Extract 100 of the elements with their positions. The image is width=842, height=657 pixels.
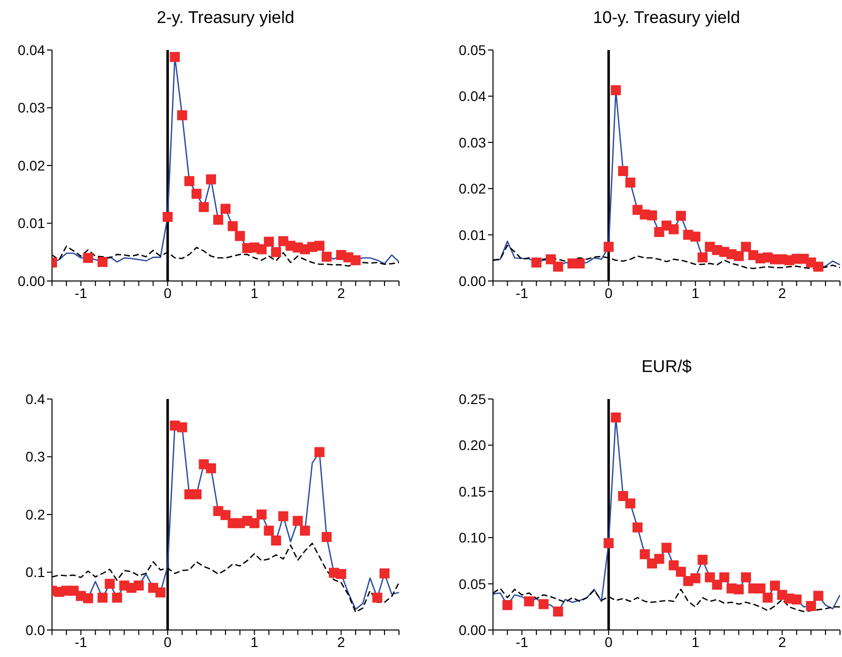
point — [604, 242, 614, 252]
point — [184, 176, 194, 186]
point — [740, 572, 751, 582]
x-tick-label: 1 — [250, 284, 258, 301]
point — [546, 254, 556, 264]
point — [322, 532, 332, 542]
x-tick-label: -1 — [516, 634, 528, 650]
point — [762, 592, 773, 603]
chart-title: EUR/$ — [640, 357, 693, 377]
point — [770, 580, 780, 591]
x-tick-label: 0 — [164, 634, 172, 650]
point — [618, 491, 628, 502]
point — [734, 251, 744, 262]
point — [314, 240, 324, 251]
point — [256, 510, 267, 520]
x-tick-label: 2 — [337, 634, 346, 650]
x-tick-label: 1 — [250, 634, 258, 650]
point — [524, 596, 534, 606]
y-tick-label: 0.03 — [18, 100, 46, 116]
y-tick-label: 0.02 — [18, 157, 46, 174]
point — [350, 255, 361, 266]
point — [292, 516, 303, 526]
chart-title: 2-y. Treasury yield — [156, 8, 296, 28]
point — [712, 580, 722, 590]
point — [322, 252, 332, 262]
point — [192, 489, 202, 500]
x-tick-label: 1 — [691, 284, 700, 301]
y-tick-label: 0.2 — [26, 506, 46, 522]
point — [610, 85, 621, 96]
point — [531, 258, 542, 268]
y-tick-label: 0.0 — [26, 622, 46, 638]
x-tick-label: 0 — [164, 284, 172, 301]
y-tick-label: 0.02 — [458, 180, 486, 197]
point — [104, 578, 115, 589]
point — [734, 584, 744, 594]
x-tick-label: 0 — [604, 284, 613, 301]
y-tick-label: 0.10 — [458, 530, 486, 546]
point — [177, 422, 188, 432]
point — [610, 412, 621, 422]
point — [98, 592, 108, 603]
point — [813, 590, 824, 601]
point — [625, 178, 636, 188]
y-tick-label: 0.04 — [458, 88, 486, 104]
point — [278, 511, 288, 522]
x-tick-label: 2 — [778, 284, 786, 301]
point — [698, 252, 708, 262]
x-tick-label: -1 — [74, 634, 88, 650]
point — [654, 227, 664, 238]
y-tick-label: 0.15 — [458, 483, 486, 500]
point — [98, 256, 108, 267]
point — [690, 573, 700, 584]
point — [647, 210, 658, 220]
point — [618, 166, 628, 176]
point — [755, 583, 766, 594]
point — [372, 592, 382, 603]
point — [300, 526, 310, 536]
chart-title: 10-y. Treasury yield — [592, 8, 742, 28]
point — [813, 262, 824, 272]
point — [690, 232, 700, 242]
point — [170, 52, 180, 62]
point — [314, 447, 324, 458]
point — [271, 247, 282, 258]
y-tick-label: 0.05 — [458, 576, 486, 592]
point — [336, 568, 346, 579]
point — [662, 542, 672, 553]
y-tick-label: 0.01 — [458, 226, 486, 243]
point — [740, 242, 751, 252]
y-tick-label: 0.04 — [18, 42, 46, 58]
point — [538, 599, 549, 610]
point — [502, 600, 512, 610]
point — [719, 572, 730, 582]
point — [625, 498, 636, 508]
y-tick-label: 0.4 — [26, 390, 46, 407]
x-tick-label: 2 — [337, 284, 346, 301]
point — [206, 174, 216, 184]
point — [220, 204, 230, 214]
point — [213, 214, 224, 225]
x-tick-label: 2 — [778, 634, 786, 650]
point — [806, 600, 816, 611]
x-tick-label: -1 — [516, 284, 528, 301]
point — [668, 224, 679, 234]
point — [206, 463, 216, 474]
y-tick-label: 0.00 — [458, 272, 486, 289]
point — [83, 593, 94, 604]
y-tick-label: 0.05 — [458, 42, 486, 58]
point — [553, 606, 564, 617]
y-tick-label: 0.01 — [18, 215, 46, 232]
point — [177, 110, 188, 120]
point — [155, 587, 166, 598]
x-tick-label: 0 — [604, 634, 613, 650]
y-tick-label: 0.00 — [458, 622, 486, 638]
y-tick-label: 0.1 — [26, 564, 46, 580]
point — [792, 594, 802, 605]
point — [134, 580, 144, 591]
point — [553, 262, 564, 272]
y-tick-label: 0.3 — [26, 448, 46, 465]
point — [220, 510, 230, 520]
point — [632, 522, 643, 532]
point — [668, 560, 679, 570]
y-tick-label: 0.00 — [18, 272, 46, 289]
